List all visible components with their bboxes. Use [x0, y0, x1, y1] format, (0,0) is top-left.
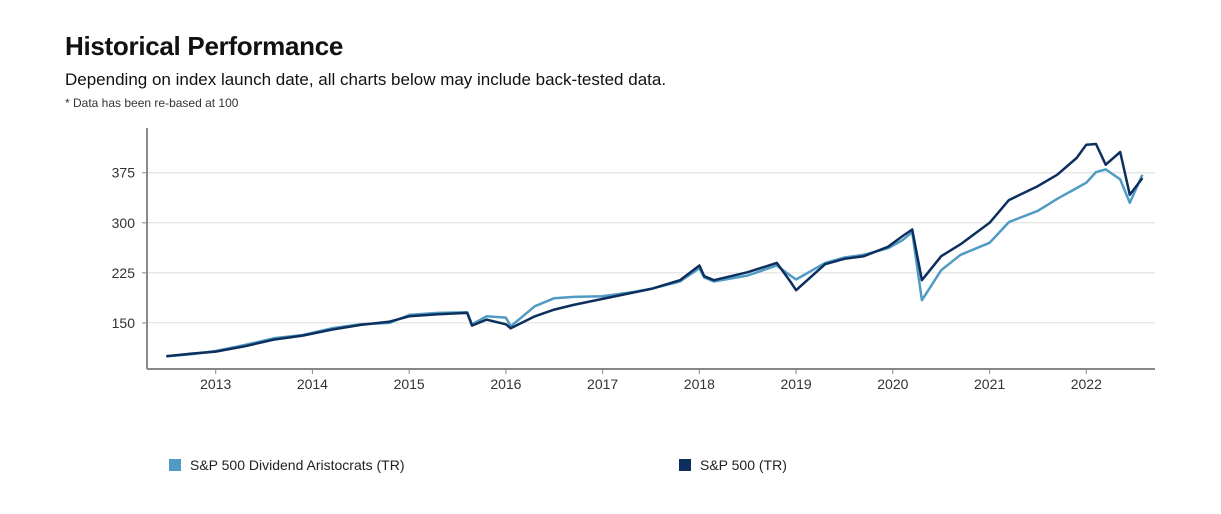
x-tick-label: 2021 — [974, 376, 1005, 392]
subtitle: Depending on index launch date, all char… — [65, 70, 667, 89]
legend-label: S&P 500 (TR) — [700, 457, 787, 473]
x-tick-label: 2022 — [1071, 376, 1102, 392]
y-tick-label: 300 — [112, 215, 136, 231]
x-tick-label: 2017 — [587, 376, 618, 392]
legend-swatch — [169, 459, 181, 471]
y-tick-label: 150 — [112, 315, 136, 331]
rebase-note: * Data has been re-based at 100 — [65, 96, 239, 110]
x-tick-label: 2018 — [684, 376, 715, 392]
x-tick-label: 2015 — [394, 376, 425, 392]
series-line-aristocrats — [166, 168, 1144, 358]
legend-swatch — [679, 459, 691, 471]
series-line-sp500 — [166, 142, 1144, 358]
x-tick-label: 2019 — [781, 376, 812, 392]
x-tick-label: 2016 — [490, 376, 521, 392]
legend-item-aristocrats[interactable]: S&P 500 Dividend Aristocrats (TR) — [169, 457, 405, 473]
page-title: Historical Performance — [65, 31, 344, 61]
y-tick-label: 225 — [112, 265, 136, 281]
legend-label: S&P 500 Dividend Aristocrats (TR) — [190, 457, 405, 473]
x-tick-label: 2020 — [877, 376, 908, 392]
legend-item-sp500[interactable]: S&P 500 (TR) — [679, 457, 787, 473]
x-tick-label: 2014 — [297, 376, 328, 392]
x-tick-label: 2013 — [200, 376, 231, 392]
y-tick-label: 375 — [112, 165, 136, 181]
